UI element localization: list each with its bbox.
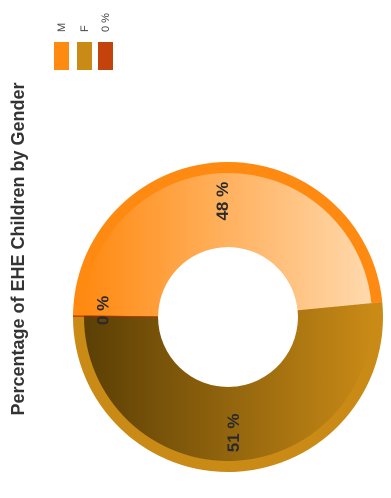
donut-slice-shade-f [84,303,372,461]
legend-label-1: F [79,25,91,32]
value-label-2: 0 % [94,296,113,325]
value-label-1: 51 % [224,413,243,452]
legend-swatch-0 [54,42,69,70]
donut-slice-shade-m [84,172,372,317]
legend-label-2: 0 % [100,13,112,32]
donut-slice-shade-0 [84,315,159,317]
value-label-0: 48 % [213,182,232,221]
legend-swatch-2 [98,42,113,70]
legend-swatch-1 [77,42,92,70]
legend-label-0: M [56,22,68,32]
